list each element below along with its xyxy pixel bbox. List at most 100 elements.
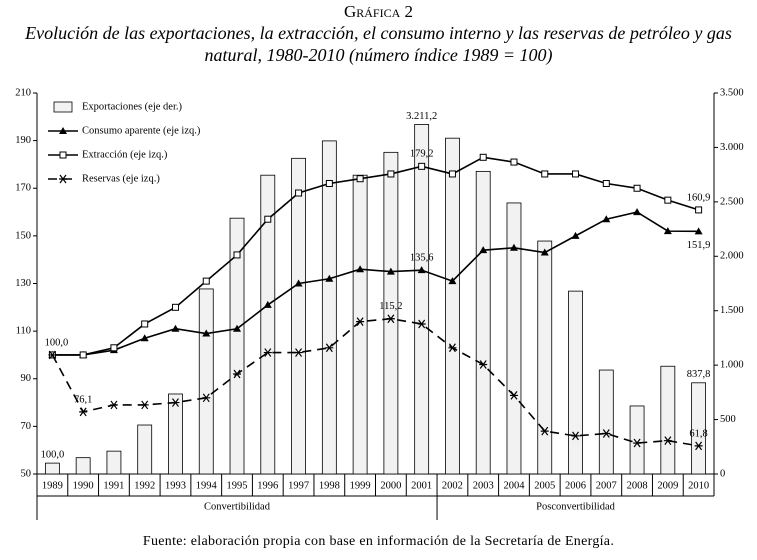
bar xyxy=(383,151,399,475)
point-marker xyxy=(295,189,303,197)
point-marker xyxy=(633,208,642,216)
point-marker xyxy=(479,360,488,369)
point-marker xyxy=(202,277,210,285)
point-marker xyxy=(110,344,118,352)
point-marker xyxy=(79,351,87,359)
legend-label: Extracción (eje izq.) xyxy=(82,149,168,160)
point-marker xyxy=(448,343,457,353)
x-tick-label: 1989 xyxy=(42,480,63,491)
point-marker xyxy=(356,175,364,183)
point-marker xyxy=(479,246,488,254)
point-marker xyxy=(233,324,242,332)
x-tick-label: 2010 xyxy=(688,480,709,491)
x-tick-label: 2009 xyxy=(657,480,678,491)
y2-tick-label: 1.000 xyxy=(720,360,744,371)
point-marker xyxy=(417,319,426,329)
point-marker xyxy=(663,436,672,446)
point-marker xyxy=(233,369,242,379)
data-label: 100,0 xyxy=(45,337,69,348)
series-line xyxy=(52,156,699,356)
point-marker xyxy=(171,398,180,407)
bar xyxy=(260,174,276,475)
x-tick-label: 1998 xyxy=(319,480,340,491)
point-marker xyxy=(59,127,67,134)
y-tick-label: 70 xyxy=(21,421,32,432)
legend-label: Consumo aparente (eje izq.) xyxy=(82,125,201,136)
point-marker xyxy=(695,206,703,214)
point-marker xyxy=(141,320,149,328)
point-marker xyxy=(59,151,67,159)
point-marker xyxy=(663,227,672,235)
point-marker xyxy=(448,277,457,285)
point-marker xyxy=(540,426,549,436)
bar xyxy=(629,405,645,475)
source-note: Fuente: elaboración propia con base en i… xyxy=(142,534,615,549)
bar xyxy=(44,462,60,475)
x-tick-label: 1994 xyxy=(196,480,218,491)
chart-subtitle: Evolución de las exportaciones, la extra… xyxy=(25,23,732,65)
point-marker xyxy=(510,158,518,166)
point-marker xyxy=(386,267,395,275)
bar xyxy=(691,382,707,475)
point-marker xyxy=(263,300,272,308)
point-marker xyxy=(356,317,365,326)
x-tick-label: 2007 xyxy=(596,480,617,491)
period-label: Convertibilidad xyxy=(204,501,271,512)
bar xyxy=(445,137,460,475)
point-marker xyxy=(387,170,395,178)
y-tick-label: 170 xyxy=(15,183,31,194)
point-marker xyxy=(448,170,456,178)
point-marker xyxy=(417,266,426,274)
x-tick-label: 1997 xyxy=(288,480,309,491)
point-marker xyxy=(140,334,149,342)
bar xyxy=(137,424,153,475)
x-tick-label: 1999 xyxy=(350,480,371,491)
point-marker xyxy=(171,303,179,311)
point-marker xyxy=(59,174,67,184)
period-label: Posconvertibilidad xyxy=(536,501,615,512)
point-marker xyxy=(571,231,580,239)
x-tick-label: 2001 xyxy=(411,480,432,491)
point-marker xyxy=(202,329,211,337)
bar xyxy=(475,170,491,475)
point-marker xyxy=(541,170,549,178)
series-line xyxy=(51,317,699,447)
x-tick-label: 2006 xyxy=(565,480,586,491)
point-marker xyxy=(325,274,334,282)
data-label: 3.211,2 xyxy=(406,111,437,122)
x-tick-label: 2008 xyxy=(627,480,648,491)
point-marker xyxy=(79,407,88,417)
y-tick-label: 50 xyxy=(21,468,32,479)
point-marker xyxy=(233,251,241,259)
data-label: 151,9 xyxy=(687,240,711,251)
bar xyxy=(537,240,553,475)
bar xyxy=(598,369,614,475)
y-tick-label: 90 xyxy=(21,373,32,384)
chart: 50 70 90 110 130 150 170 190 210 0 500 1.000 1.500 2.… xyxy=(15,87,744,520)
point-marker xyxy=(572,170,580,178)
bar xyxy=(75,457,91,475)
chart-title: Gráfica 2 xyxy=(343,2,414,21)
point-marker xyxy=(171,324,180,332)
bar xyxy=(506,202,522,475)
bar xyxy=(660,365,676,475)
bar xyxy=(291,157,306,475)
point-marker xyxy=(294,279,303,287)
y2-tick-label: 0 xyxy=(720,468,725,479)
point-marker xyxy=(356,265,365,273)
point-marker xyxy=(325,179,333,187)
point-marker xyxy=(602,215,611,223)
data-label: 61,8 xyxy=(689,428,707,439)
point-marker xyxy=(264,215,272,223)
point-marker xyxy=(509,243,518,251)
data-label: 160,9 xyxy=(687,192,711,203)
point-marker xyxy=(140,400,149,410)
point-marker xyxy=(294,348,303,357)
point-marker xyxy=(263,348,272,357)
data-label: 179,2 xyxy=(410,149,434,160)
point-marker xyxy=(202,393,211,403)
x-tick-label: 1996 xyxy=(257,480,278,491)
bar xyxy=(106,450,122,475)
y-tick-label: 130 xyxy=(15,278,31,289)
point-marker xyxy=(48,350,57,360)
